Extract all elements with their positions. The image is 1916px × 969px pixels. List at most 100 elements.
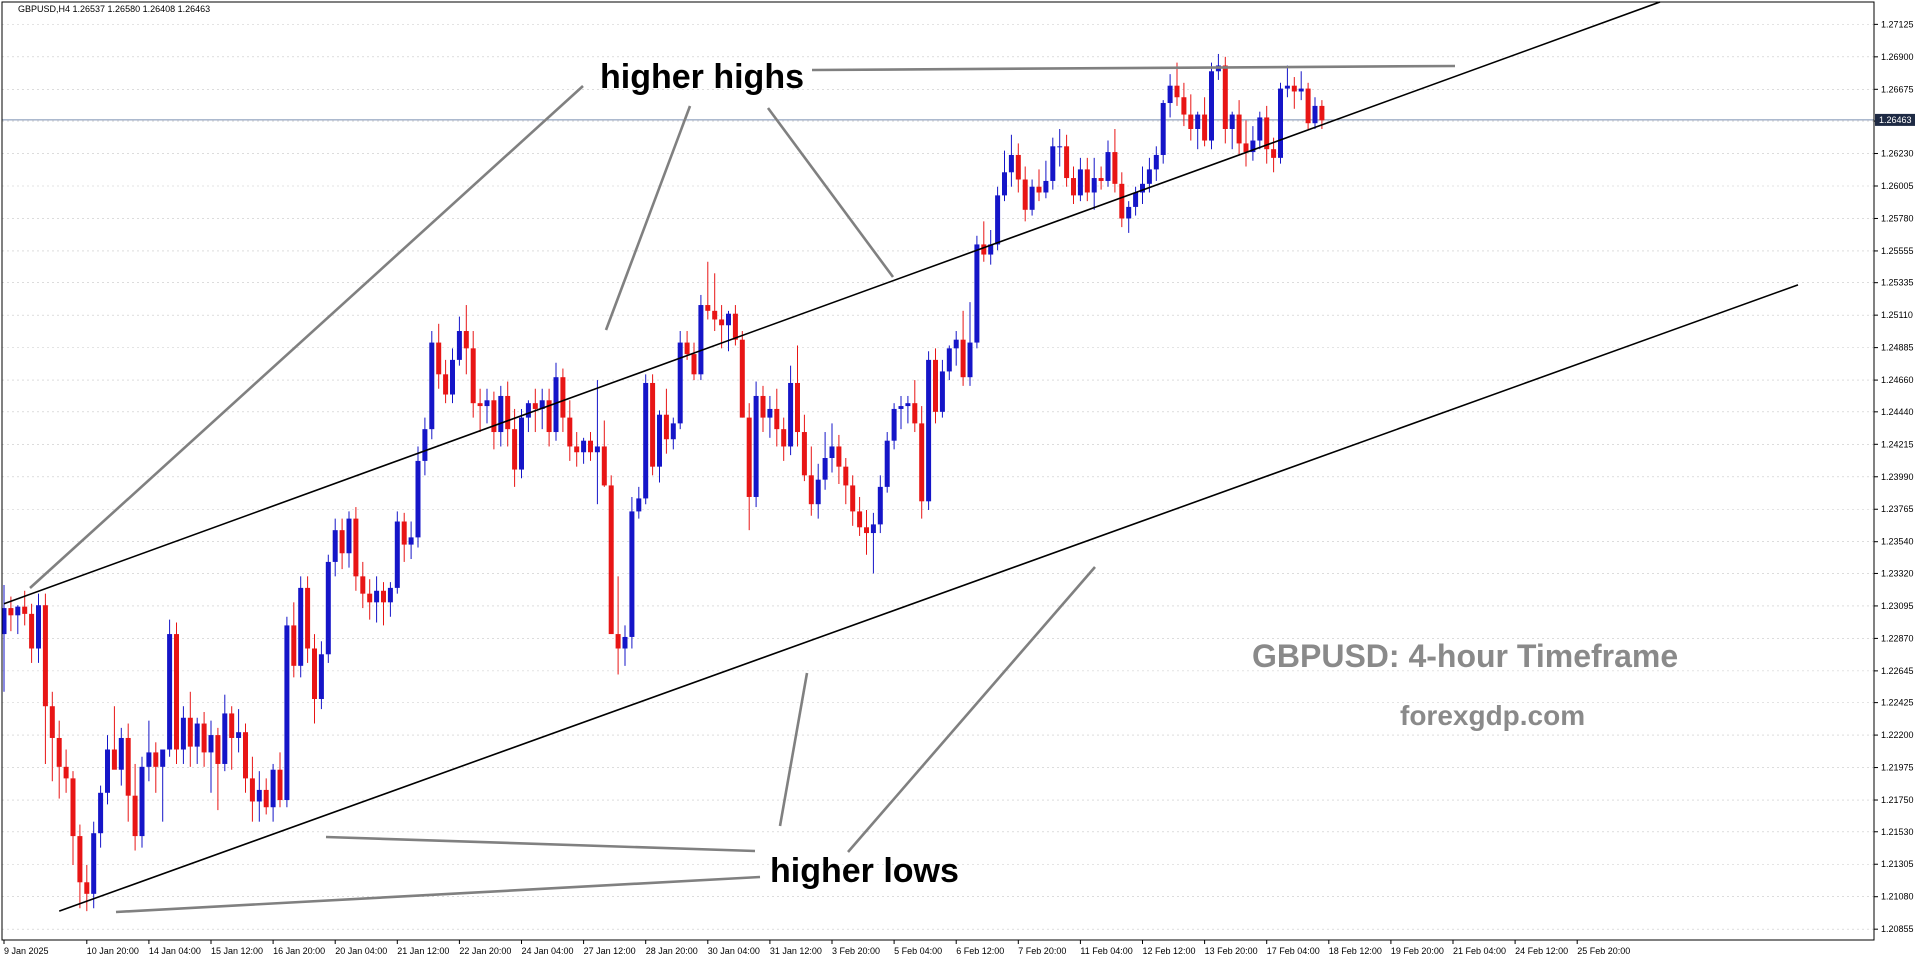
x-tick-label: 18 Feb 12:00: [1329, 946, 1382, 956]
candle-body: [291, 625, 297, 666]
candle-body: [781, 429, 787, 447]
candle-body: [208, 735, 214, 753]
candle-body: [305, 587, 311, 649]
candle-body: [815, 479, 821, 505]
candle-body: [443, 374, 449, 395]
candle: [608, 475, 614, 635]
candle: [1257, 111, 1263, 150]
candle: [1271, 137, 1277, 173]
candle-body: [753, 395, 759, 497]
candle-body: [394, 521, 400, 588]
candle: [1064, 134, 1070, 187]
candle: [1264, 105, 1270, 164]
candle: [670, 417, 676, 450]
candle: [1174, 62, 1180, 106]
candle: [1091, 157, 1097, 210]
plot-frame: [1, 1, 1875, 941]
candle-body: [1209, 71, 1214, 141]
candle: [891, 403, 897, 450]
candle-body: [318, 654, 324, 700]
candle: [1181, 82, 1187, 127]
candle-body: [870, 524, 876, 534]
candle-body: [450, 359, 455, 395]
candle-body: [1015, 154, 1021, 180]
candle-body: [484, 400, 490, 407]
candle: [91, 821, 97, 909]
candle-body: [974, 244, 980, 343]
x-tick-label: 7 Feb 20:00: [1018, 946, 1066, 956]
y-tick-label: 1.25780: [1881, 213, 1914, 223]
candle: [118, 727, 124, 786]
y-tick-label: 1.21080: [1881, 892, 1914, 902]
candle-body: [263, 789, 269, 808]
candle: [387, 582, 393, 617]
x-tick-label: 11 Feb 04:00: [1080, 946, 1132, 956]
candle: [870, 512, 876, 574]
candle-body: [1091, 178, 1097, 193]
candle: [208, 720, 214, 793]
candle: [1084, 157, 1090, 202]
candle-body: [1140, 183, 1145, 193]
candle-body: [167, 634, 173, 750]
current-price-tag: 1.26463: [1875, 113, 1915, 126]
candle-body: [608, 485, 614, 635]
candle: [926, 351, 932, 510]
candle-body: [836, 446, 842, 467]
candle: [1195, 111, 1201, 150]
candle: [643, 374, 649, 505]
candle-body: [829, 446, 835, 459]
candle-body: [560, 377, 566, 418]
candle-body: [636, 498, 642, 512]
y-tick-label: 1.24215: [1881, 439, 1914, 449]
candle: [63, 749, 69, 793]
candle: [105, 735, 110, 805]
candle: [194, 717, 200, 764]
candle-body: [1236, 114, 1242, 144]
x-tick-label: 30 Jan 04:00: [708, 946, 760, 956]
candle-body: [594, 446, 600, 453]
candle: [70, 771, 76, 865]
candle: [1050, 137, 1056, 190]
candle: [843, 458, 849, 505]
candle: [567, 400, 573, 461]
candle: [1160, 100, 1166, 164]
candle-body: [367, 593, 373, 603]
candle-body: [691, 354, 697, 375]
y-tick-label: 1.25555: [1881, 246, 1914, 256]
candle: [332, 518, 338, 577]
channel-upper-line: [3, 1, 1661, 605]
candle-body: [1278, 88, 1283, 158]
x-axis: 9 Jan 2025 10 Jan 20:00 14 Jan 04:00 15 Jan…: [3, 940, 1630, 956]
candle: [946, 345, 952, 381]
candle-body: [1174, 85, 1180, 98]
candle: [746, 403, 752, 531]
candle: [939, 359, 945, 418]
candle: [677, 331, 683, 430]
candle: [864, 509, 869, 555]
candle: [84, 864, 90, 912]
candle-body: [1202, 114, 1208, 141]
candle: [491, 391, 497, 450]
candle-body: [1291, 85, 1297, 92]
candle: [415, 446, 421, 548]
candle: [263, 778, 269, 815]
x-tick-label: 25 Feb 20:00: [1577, 946, 1630, 956]
candle: [367, 579, 373, 620]
candle-body: [525, 403, 531, 418]
candle: [657, 410, 662, 483]
candle-body: [56, 737, 62, 767]
candle-body: [519, 417, 524, 470]
candle-body: [1050, 146, 1056, 181]
annotation-pointers: [29, 64, 1456, 914]
candle: [236, 709, 242, 753]
candle: [594, 380, 600, 505]
x-tick-label: 31 Jan 12:00: [770, 946, 822, 956]
candle-body: [1181, 97, 1187, 115]
candle-body: [1126, 206, 1132, 219]
candle: [408, 521, 414, 560]
candle-body: [84, 882, 90, 894]
candle: [1022, 166, 1028, 222]
candle-body: [422, 429, 428, 461]
candle-body: [146, 752, 152, 767]
